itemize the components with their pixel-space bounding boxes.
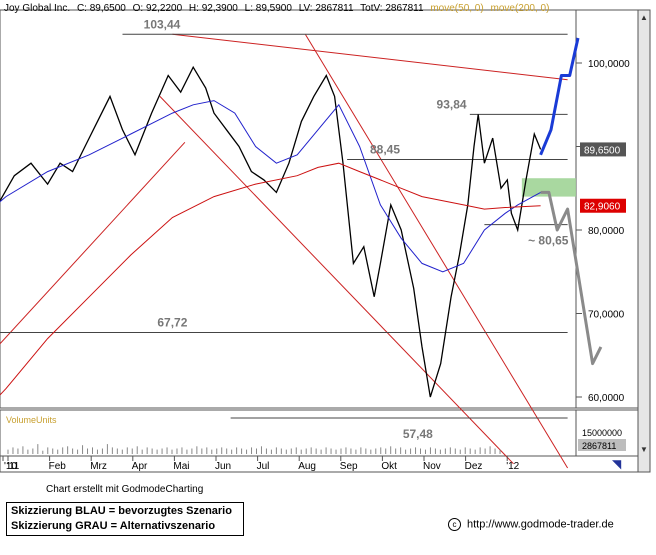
x-tick-label-8: Aug	[298, 461, 316, 472]
series-2	[0, 162, 541, 396]
trendline-0	[172, 33, 568, 81]
x-tick-label-0: '10	[4, 461, 17, 472]
x-tick-label-11: Nov	[423, 461, 441, 472]
ma50-legend: move(50, 0)	[430, 3, 483, 14]
open-value: O: 92,2200	[133, 3, 183, 14]
source-link[interactable]: c http://www.godmode-trader.de	[448, 518, 614, 531]
trendlines	[0, 33, 569, 469]
x-tick-label-13: '12	[506, 461, 519, 472]
level-label-3: ~ 80,65	[528, 234, 569, 248]
legend-grey: Skizzierung GRAU = Alternativszenario	[11, 520, 216, 532]
x-tick-label-7: Jul	[257, 461, 270, 472]
stock-name: Joy Global Inc.	[4, 3, 70, 14]
trendline-3	[0, 141, 186, 345]
volume-tag-bg	[578, 439, 626, 451]
scenario-sketches	[539, 37, 603, 366]
close-value: C: 89,6500	[77, 3, 126, 14]
y-tick-label-4: 60,0000	[588, 393, 625, 404]
volume-bars	[7, 444, 501, 454]
source-url: http://www.godmode-trader.de	[467, 518, 614, 531]
series-0	[0, 65, 542, 398]
price-tag-label-1: 82,9060	[584, 202, 621, 213]
scenario-grey	[540, 190, 603, 366]
credit-text: Chart erstellt mit GodmodeCharting	[46, 484, 204, 495]
header-line: Joy Global Inc. C: 89,6500 O: 92,2200 H:…	[4, 3, 549, 14]
scroll-up-icon[interactable]: ▲	[640, 13, 648, 22]
last-volume: LV: 2867811	[299, 3, 354, 14]
x-tick-label-4: Apr	[132, 461, 148, 472]
x-tick-label-3: Mrz	[90, 461, 107, 472]
x-tick-label-2: Feb	[49, 461, 67, 472]
trendline-1	[305, 34, 569, 469]
level-label-4: 67,72	[157, 316, 187, 330]
scroll-down-icon[interactable]: ▼	[640, 445, 648, 454]
total-volume: TotV: 2867811	[360, 3, 424, 14]
x-tick-labels: '10'11 Feb Mrz Apr Mai Jun Jul Aug Sep Okt Nov Dez '…	[2, 456, 520, 472]
low-value: L: 89,5900	[245, 3, 293, 14]
scenario-blue	[539, 37, 580, 156]
series-1	[0, 100, 541, 273]
scenario-legend: Skizzierung BLAU = bevorzugtes Szenario …	[6, 502, 244, 536]
high-value: H: 92,3900	[189, 3, 238, 14]
price-panel	[0, 9, 577, 409]
nav-arrow-icon[interactable]: ◥	[612, 457, 622, 471]
ma200-legend: move(200, 0)	[490, 3, 549, 14]
x-tick-label-6: Jun	[215, 461, 231, 472]
price-series	[0, 65, 542, 398]
price-tag-bg-0	[580, 142, 626, 157]
price-tags: 89,6500 82,9060	[580, 142, 626, 213]
y-tick-label-0: 100,0000	[588, 59, 630, 70]
level-label-5: 57,48	[403, 427, 433, 441]
level-label-2: 88,45	[370, 142, 400, 156]
x-tick-label-5: Mai	[173, 461, 189, 472]
target-zone-rect	[521, 178, 576, 197]
level-label-0: 103,44	[144, 17, 181, 31]
y-tick-label-2: 80,0000	[588, 226, 625, 237]
price-tag-label-0: 89,6500	[584, 145, 621, 156]
volume-label: VolumeUnits	[6, 415, 57, 425]
price-tag-bg-1	[580, 198, 626, 213]
trendline-2	[159, 96, 514, 465]
x-tick-label-12: Dez	[465, 461, 483, 472]
target-zone	[521, 178, 576, 197]
x-tick-label-10: Okt	[381, 461, 397, 472]
support-resistance-levels: 103,44 93,84 88,45 ~ 80,65 67,72 57,48	[0, 17, 569, 441]
level-label-1: 93,84	[437, 97, 467, 111]
scrollbar[interactable]	[637, 9, 651, 473]
legend-blue: Skizzierung BLAU = bevorzugtes Szenario	[11, 505, 232, 517]
volume-last: 2867811	[582, 441, 616, 451]
copyright-icon: c	[448, 518, 461, 531]
volume-tick: 15000000	[582, 428, 622, 438]
x-tick-label-9: Sep	[340, 461, 358, 472]
y-tick-label-3: 70,0000	[588, 310, 625, 321]
x-tick-label-1: '11	[7, 461, 20, 472]
